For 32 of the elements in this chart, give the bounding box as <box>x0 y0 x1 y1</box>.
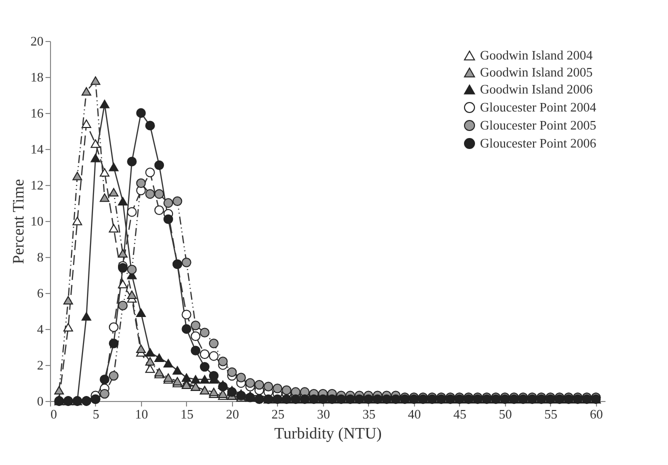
y-tick-label: 4 <box>37 322 44 336</box>
legend-label: Gloucester Point 2006 <box>480 136 597 150</box>
y-tick-label: 10 <box>30 214 44 228</box>
y-tick-label: 14 <box>30 142 44 156</box>
legend-label: Goodwin Island 2006 <box>480 82 594 96</box>
legend-label: Goodwin Island 2005 <box>480 64 593 80</box>
x-tick-label: 20 <box>226 406 239 422</box>
y-tick-label: 6 <box>37 286 44 300</box>
y-tick-label: 20 <box>30 34 44 48</box>
y-tick-label: 0 <box>37 394 44 408</box>
y-tick-label: 18 <box>30 70 44 84</box>
legend-label: Goodwin Island 2004 <box>480 48 594 62</box>
x-tick-label: 60 <box>590 406 603 422</box>
x-tick-label: 5 <box>92 406 100 422</box>
y-tick-label: 8 <box>37 250 44 264</box>
y-axis-title: Percent Time <box>10 179 28 264</box>
x-tick-label: 25 <box>271 406 284 422</box>
legend-label: Gloucester Point 2005 <box>480 118 596 132</box>
y-tick-label: 16 <box>30 106 44 120</box>
x-tick-label: 30 <box>316 406 330 422</box>
x-tick-label: 40 <box>408 406 421 422</box>
legend-label: Gloucester Point 2004 <box>480 100 597 114</box>
x-tick-label: 0 <box>50 406 57 422</box>
x-tick-label: 10 <box>134 406 148 422</box>
x-tick-label: 50 <box>498 406 512 422</box>
x-tick-label: 55 <box>544 406 558 422</box>
x-axis-title: Turbidity (NTU) <box>274 426 382 442</box>
y-tick-label: 12 <box>30 178 44 192</box>
y-tick-label: 2 <box>37 358 44 372</box>
x-tick-label: 45 <box>453 406 466 422</box>
x-tick-label: 15 <box>180 406 194 422</box>
x-tick-label: 35 <box>362 406 376 422</box>
